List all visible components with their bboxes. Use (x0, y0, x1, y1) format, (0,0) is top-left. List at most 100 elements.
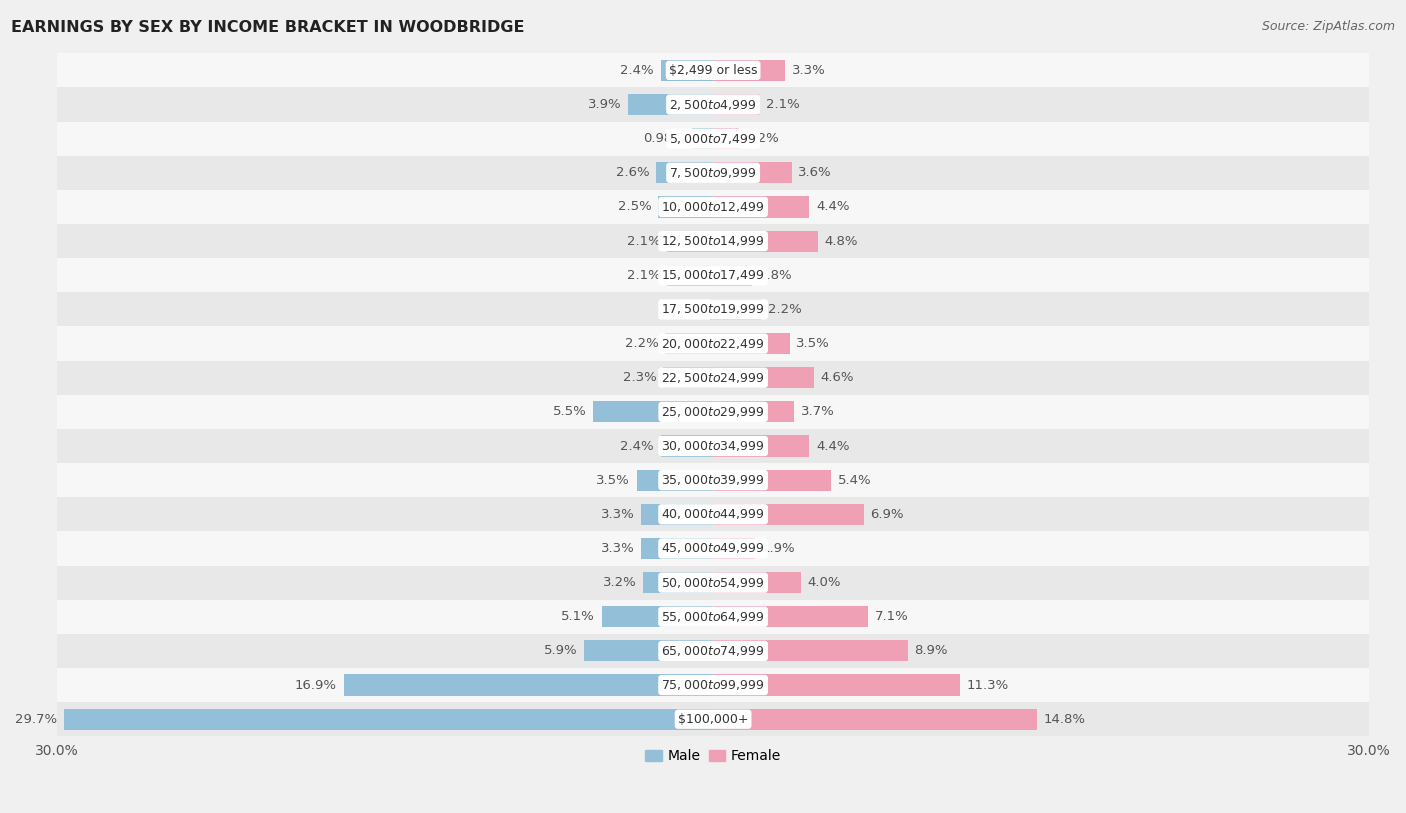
Text: 3.5%: 3.5% (796, 337, 830, 350)
Text: $35,000 to $39,999: $35,000 to $39,999 (661, 473, 765, 487)
Bar (668, 265, 713, 286)
Bar (628, 94, 713, 115)
Bar (58, 532, 1369, 566)
Bar (641, 504, 713, 525)
Text: 4.8%: 4.8% (825, 235, 858, 248)
Text: $40,000 to $44,999: $40,000 to $44,999 (661, 507, 765, 521)
Text: 14.8%: 14.8% (1043, 713, 1085, 726)
Text: 4.6%: 4.6% (820, 372, 853, 385)
Text: 3.9%: 3.9% (588, 98, 621, 111)
Text: $5,000 to $7,499: $5,000 to $7,499 (669, 132, 756, 146)
Bar (58, 429, 1369, 463)
Bar (58, 293, 1369, 327)
Bar (58, 668, 1369, 702)
Text: 1.9%: 1.9% (761, 542, 794, 555)
Text: 16.9%: 16.9% (295, 679, 337, 692)
Bar (643, 572, 713, 593)
Bar (661, 60, 713, 81)
Text: $75,000 to $99,999: $75,000 to $99,999 (661, 678, 765, 692)
Text: 2.4%: 2.4% (620, 64, 654, 77)
Text: 1.8%: 1.8% (759, 269, 793, 282)
Text: $10,000 to $12,499: $10,000 to $12,499 (661, 200, 765, 214)
Text: $17,500 to $19,999: $17,500 to $19,999 (661, 302, 765, 316)
Bar (58, 156, 1369, 190)
Text: 5.9%: 5.9% (544, 645, 578, 658)
Bar (662, 367, 713, 389)
Bar (58, 190, 1369, 224)
Bar (713, 299, 761, 320)
Bar (713, 641, 908, 662)
Bar (63, 709, 713, 730)
Bar (58, 54, 1369, 88)
Text: 2.1%: 2.1% (627, 235, 661, 248)
Bar (602, 606, 713, 628)
Text: $50,000 to $54,999: $50,000 to $54,999 (661, 576, 765, 589)
Text: $45,000 to $49,999: $45,000 to $49,999 (661, 541, 765, 555)
Bar (665, 333, 713, 354)
Bar (58, 566, 1369, 600)
Bar (58, 463, 1369, 498)
Bar (713, 163, 792, 184)
Bar (641, 538, 713, 559)
Text: 1.2%: 1.2% (747, 133, 780, 146)
Text: $55,000 to $64,999: $55,000 to $64,999 (661, 610, 765, 624)
Text: $12,500 to $14,999: $12,500 to $14,999 (661, 234, 765, 248)
Text: 8.9%: 8.9% (914, 645, 948, 658)
Text: 2.3%: 2.3% (623, 372, 657, 385)
Text: 5.4%: 5.4% (838, 474, 872, 487)
Bar (58, 88, 1369, 122)
Text: $100,000+: $100,000+ (678, 713, 748, 726)
Text: 0.98%: 0.98% (644, 133, 685, 146)
Bar (713, 128, 740, 150)
Bar (713, 675, 960, 696)
Text: 29.7%: 29.7% (15, 713, 58, 726)
Text: Source: ZipAtlas.com: Source: ZipAtlas.com (1261, 20, 1395, 33)
Bar (58, 259, 1369, 293)
Bar (713, 572, 800, 593)
Bar (713, 504, 865, 525)
Bar (713, 265, 752, 286)
Bar (58, 224, 1369, 259)
Bar (713, 231, 818, 252)
Bar (713, 538, 755, 559)
Text: 2.2%: 2.2% (768, 303, 801, 316)
Text: 4.4%: 4.4% (815, 201, 849, 214)
Bar (713, 436, 810, 457)
Text: $15,000 to $17,499: $15,000 to $17,499 (661, 268, 765, 282)
Text: 3.7%: 3.7% (800, 406, 834, 419)
Bar (58, 702, 1369, 737)
Text: 3.2%: 3.2% (603, 576, 637, 589)
Text: 5.1%: 5.1% (561, 611, 595, 624)
Text: 2.6%: 2.6% (616, 167, 650, 180)
Text: 5.5%: 5.5% (553, 406, 586, 419)
Text: $25,000 to $29,999: $25,000 to $29,999 (661, 405, 765, 419)
Text: 6.9%: 6.9% (870, 508, 904, 521)
Text: 4.0%: 4.0% (807, 576, 841, 589)
Bar (713, 709, 1036, 730)
Text: 2.4%: 2.4% (620, 440, 654, 453)
Bar (657, 163, 713, 184)
Bar (58, 395, 1369, 429)
Bar (658, 197, 713, 218)
Text: EARNINGS BY SEX BY INCOME BRACKET IN WOODBRIDGE: EARNINGS BY SEX BY INCOME BRACKET IN WOO… (11, 20, 524, 35)
Bar (713, 367, 814, 389)
Text: 3.5%: 3.5% (596, 474, 630, 487)
Bar (58, 122, 1369, 156)
Bar (58, 327, 1369, 361)
Bar (637, 470, 713, 491)
Text: $2,500 to $4,999: $2,500 to $4,999 (669, 98, 756, 111)
Text: 4.4%: 4.4% (815, 440, 849, 453)
Bar (713, 402, 794, 423)
Bar (713, 94, 759, 115)
Text: $22,500 to $24,999: $22,500 to $24,999 (661, 371, 765, 385)
Bar (583, 641, 713, 662)
Text: 3.3%: 3.3% (600, 508, 634, 521)
Text: 2.2%: 2.2% (624, 337, 658, 350)
Bar (343, 675, 713, 696)
Text: $65,000 to $74,999: $65,000 to $74,999 (661, 644, 765, 658)
Bar (713, 333, 790, 354)
Text: 11.3%: 11.3% (967, 679, 1010, 692)
Bar (713, 606, 869, 628)
Text: 3.3%: 3.3% (792, 64, 825, 77)
Legend: Male, Female: Male, Female (640, 744, 787, 769)
